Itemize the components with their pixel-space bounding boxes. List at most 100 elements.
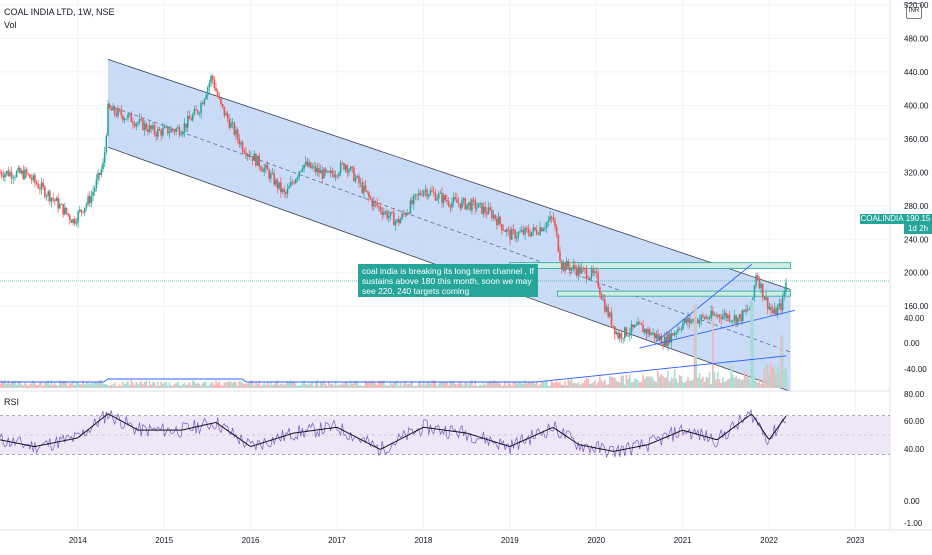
candle-body <box>761 283 764 298</box>
volume-bar <box>535 381 538 388</box>
candle-body <box>213 79 216 88</box>
volume-bar <box>479 384 482 388</box>
volume-bar <box>128 384 131 388</box>
candle-body <box>607 306 609 317</box>
candle-body <box>143 123 146 131</box>
volume-bar <box>157 381 159 388</box>
candle-body <box>97 172 99 180</box>
volume-bar <box>441 382 443 388</box>
candle-body <box>720 317 722 320</box>
volume-bar <box>756 382 759 388</box>
candle-body <box>623 327 626 339</box>
volume-bar <box>260 385 262 388</box>
volume-bar <box>396 380 398 388</box>
candle-body <box>760 283 762 289</box>
volume-bar <box>225 381 227 388</box>
volume-bar <box>92 383 94 388</box>
volume-bar <box>49 384 51 388</box>
volume-bar <box>147 385 149 388</box>
volume-bar <box>334 381 337 388</box>
candle-body <box>379 206 382 212</box>
rsi-line <box>0 409 787 459</box>
volume-bar <box>501 385 503 388</box>
candle-body <box>203 99 206 105</box>
volume-bar <box>115 385 118 388</box>
rsi-y-tick-label: -1.00 <box>904 519 923 528</box>
volume-bar <box>487 382 490 388</box>
volume-bar <box>687 376 689 388</box>
volume-bar <box>73 385 76 388</box>
volume-bar <box>780 335 782 388</box>
volume-bar <box>258 380 261 388</box>
volume-bar <box>95 381 98 388</box>
candle-body <box>725 312 727 319</box>
volume-bar <box>476 385 478 388</box>
volume-bar <box>250 380 252 388</box>
candle-body <box>98 172 101 175</box>
volume-bar <box>474 380 477 388</box>
annotation-callout[interactable]: coal india is breaking its long term cha… <box>358 264 538 297</box>
candle-body <box>637 322 639 326</box>
candle-body <box>4 173 6 178</box>
candle-body <box>289 181 292 187</box>
candle-body <box>158 129 161 131</box>
candle-body <box>250 156 252 157</box>
candle-body <box>123 118 126 121</box>
candle-body <box>22 170 25 179</box>
volume-bar <box>65 382 68 388</box>
volume-bar <box>670 377 673 388</box>
volume-bar <box>143 382 146 388</box>
candle-body <box>115 113 118 116</box>
volume-bar <box>577 382 580 388</box>
volume-bar <box>451 380 453 388</box>
volume-bar <box>378 380 380 388</box>
currency-badge[interactable]: INR <box>906 3 922 19</box>
volume-bar <box>336 385 339 388</box>
candle-body <box>685 318 688 323</box>
volume-bar <box>40 381 43 388</box>
candle-body <box>271 173 274 174</box>
candle-body <box>638 322 641 324</box>
volume-bar <box>152 381 154 388</box>
candle-body <box>675 332 678 334</box>
rsi-ma-line <box>0 413 787 452</box>
volume-bar <box>692 379 694 388</box>
volume-bar <box>436 385 438 388</box>
candle-body <box>549 216 551 221</box>
volume-bar <box>162 383 164 388</box>
candle-body <box>690 320 693 323</box>
candle-body <box>471 199 473 211</box>
candle-body <box>140 118 143 120</box>
candle-body <box>572 265 575 268</box>
volume-bar <box>12 380 15 388</box>
candle-body <box>614 326 616 335</box>
candle-body <box>650 333 653 336</box>
candle-body <box>113 106 116 114</box>
candle-body <box>727 314 729 319</box>
volume-bar <box>67 385 69 388</box>
candle-body <box>687 317 689 323</box>
candle-body <box>65 207 68 214</box>
volume-bar <box>481 385 483 388</box>
volume-bar <box>314 381 317 388</box>
candle-body <box>421 194 423 196</box>
candle-body <box>24 169 26 179</box>
candle-body <box>477 203 480 208</box>
volume-bar <box>456 384 458 388</box>
volume-bar <box>766 364 769 388</box>
candle-body <box>743 309 746 312</box>
volume-bar <box>751 300 754 388</box>
candle-body <box>431 190 433 192</box>
volume-bar <box>195 383 197 388</box>
candle-body <box>70 220 73 223</box>
symbol-title[interactable]: COAL INDIA LTD, 1W, NSE <box>4 7 115 17</box>
trendline <box>639 309 796 349</box>
volume-bar <box>110 384 113 388</box>
volume-bar <box>383 380 385 388</box>
candle-body <box>238 138 241 145</box>
volume-bar <box>417 381 420 388</box>
candle-body <box>75 222 78 224</box>
volume-bar <box>245 383 247 388</box>
